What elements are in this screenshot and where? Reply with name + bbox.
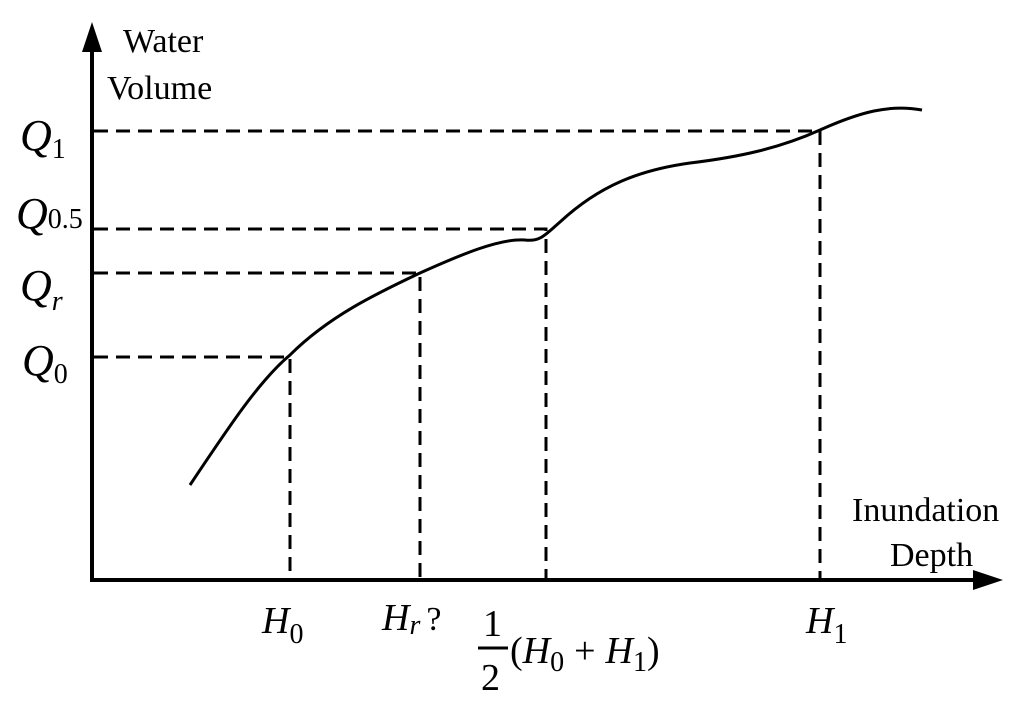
y-marker: Q1 (20, 111, 66, 165)
symbol: Q (20, 111, 52, 160)
subscript: r (52, 286, 63, 317)
y-axis-label: Water (123, 23, 204, 60)
suffix: ? (426, 601, 441, 638)
fraction-denominator: 2 (481, 657, 500, 699)
y-marker: Qr (20, 261, 63, 317)
symbol: H (805, 600, 836, 642)
symbol: Q (20, 261, 52, 310)
paren: ) (647, 630, 660, 672)
subscript: r (409, 610, 420, 641)
subscript: 0 (550, 647, 564, 678)
symbol: Q (22, 336, 54, 385)
y-arrow (82, 22, 102, 52)
x-axis-label: Depth (890, 537, 973, 574)
y-marker: Q0.5 (16, 189, 83, 238)
guide-qr (94, 271, 422, 580)
symbol: Q (16, 189, 48, 238)
paren: ( (510, 630, 523, 672)
guide-q1 (94, 129, 822, 580)
subscript: 0.5 (48, 204, 83, 235)
subscript: 1 (52, 134, 66, 165)
x-marker-expression: (H0 + H1) (510, 630, 660, 678)
x-marker: Hr? (381, 597, 441, 641)
fraction-numerator: 1 (483, 603, 502, 645)
y-marker: Q0 (22, 336, 68, 390)
symbol: H (522, 630, 553, 672)
x-arrow (973, 570, 1003, 590)
subscript: 1 (633, 647, 647, 678)
operator: + (574, 630, 595, 672)
symbol: H (605, 630, 636, 672)
y-axis-label: Volume (107, 70, 212, 107)
subscript: 1 (833, 619, 847, 650)
x-axis-label: Inundation (852, 492, 999, 529)
subscript: 0 (54, 359, 68, 390)
subscript: 0 (289, 619, 303, 650)
symbol: H (381, 597, 412, 639)
x-marker: H1 (805, 600, 847, 650)
curve (188, 106, 923, 486)
guide-q05 (94, 227, 548, 580)
symbol: H (261, 600, 292, 642)
x-marker: H0 (261, 600, 303, 650)
